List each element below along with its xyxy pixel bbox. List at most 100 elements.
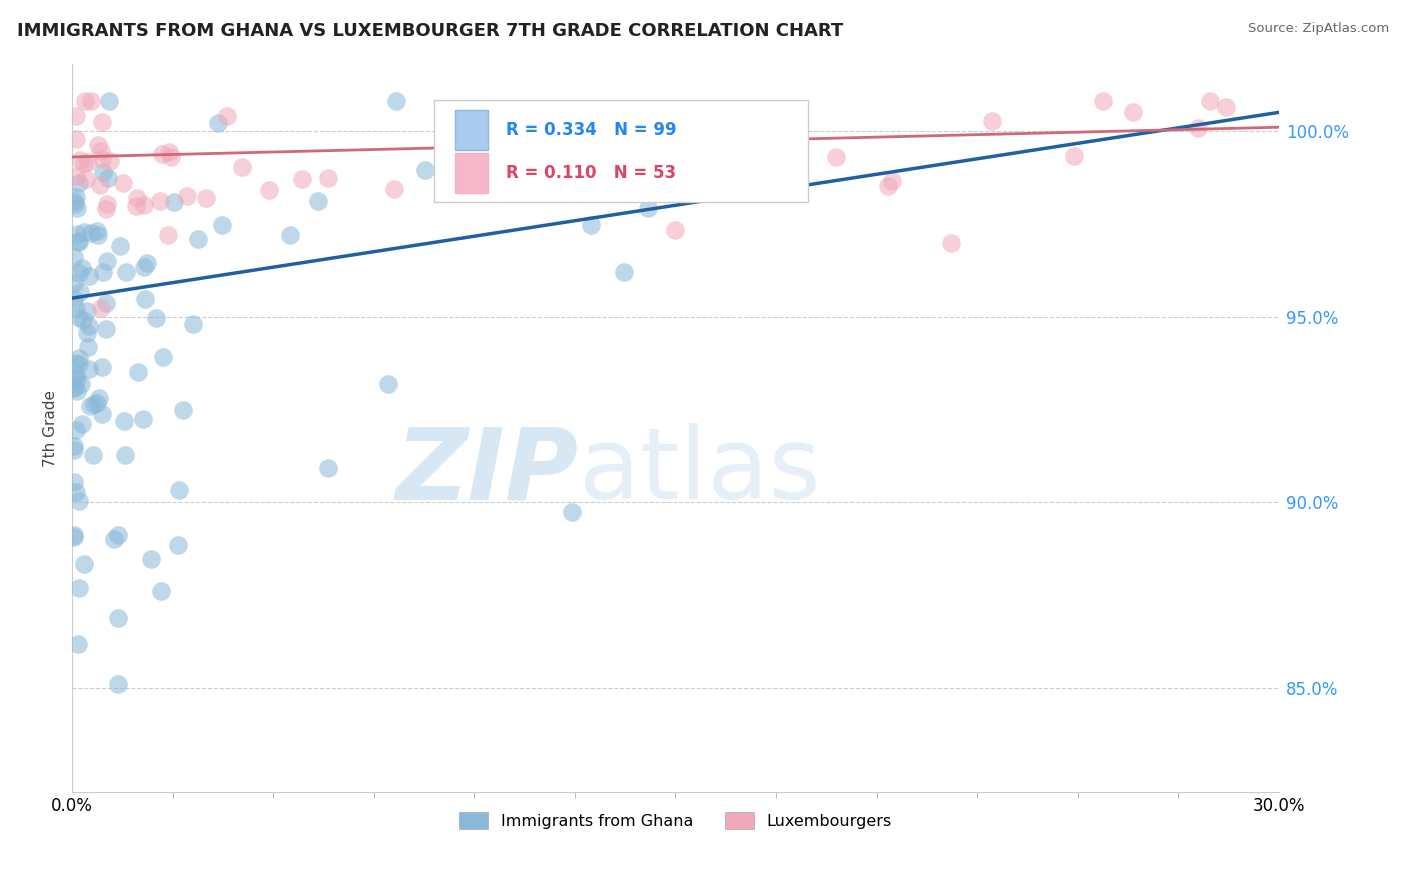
Point (640, 148, 662, 162)
Point (91, 265, 114, 279)
Point (453, 154, 475, 169)
Point (67, 266, 90, 280)
Point (145, 311, 167, 326)
Point (77, 318, 100, 333)
Point (75, 94, 97, 108)
Point (377, 376, 399, 391)
Point (134, 197, 156, 211)
Point (65, 189, 87, 203)
Point (65, 109, 87, 123)
Point (65, 196, 87, 211)
Point (585, 106, 607, 120)
Point (65, 484, 87, 499)
Point (125, 199, 148, 213)
Point (70, 417, 93, 431)
Point (637, 201, 659, 215)
Point (465, 163, 488, 178)
Point (939, 235, 962, 250)
Point (103, 532, 125, 546)
Legend: Immigrants from Ghana, Luxembourgers: Immigrants from Ghana, Luxembourgers (453, 806, 898, 835)
Point (76, 340, 98, 354)
Text: R = 0.334   N = 99: R = 0.334 N = 99 (506, 120, 678, 138)
Point (66, 636, 89, 650)
Point (83, 397, 105, 411)
Point (825, 150, 848, 164)
FancyBboxPatch shape (434, 101, 808, 202)
Point (73, 155, 96, 169)
Point (132, 260, 155, 274)
Point (581, 218, 603, 232)
Point (65, 356, 87, 370)
Point (66, 384, 89, 399)
Point (1092, 94, 1115, 108)
Point (65, 372, 87, 386)
Point (63, 372, 86, 386)
Point (96, 171, 118, 186)
Point (98, 153, 121, 168)
Point (194, 191, 217, 205)
Point (141, 552, 163, 566)
Point (529, 145, 551, 160)
Point (69, 285, 91, 299)
Point (63, 194, 86, 208)
Point (1199, 94, 1222, 108)
Point (67, 494, 90, 508)
Point (150, 147, 173, 161)
Point (149, 194, 172, 209)
Point (91, 114, 114, 128)
Point (77, 362, 100, 376)
Point (72, 313, 94, 327)
Point (89, 391, 111, 405)
Point (70, 377, 93, 392)
Point (63, 530, 86, 544)
Point (77, 269, 100, 284)
Point (107, 676, 129, 690)
Point (73, 557, 96, 571)
Point (207, 116, 229, 130)
Point (561, 505, 583, 519)
Point (384, 94, 406, 108)
Point (167, 538, 190, 552)
Point (114, 448, 136, 462)
Point (96, 197, 118, 211)
Point (90, 301, 112, 315)
Point (65, 423, 87, 437)
Point (127, 365, 149, 379)
Point (66, 201, 89, 215)
Point (94, 202, 117, 216)
Point (112, 414, 135, 428)
Point (159, 150, 181, 164)
Point (91, 407, 114, 421)
Point (382, 182, 405, 196)
Point (63, 250, 86, 264)
Point (107, 611, 129, 625)
Point (114, 265, 136, 279)
Point (1215, 100, 1237, 114)
Point (91, 360, 114, 375)
Point (280, 228, 302, 243)
Point (79, 399, 101, 413)
Point (980, 114, 1002, 128)
Point (664, 223, 686, 237)
Point (63, 381, 86, 395)
Point (67, 177, 90, 191)
Point (65, 169, 87, 183)
Point (70, 261, 93, 276)
Point (63, 527, 86, 541)
Point (66, 227, 89, 242)
Point (318, 460, 340, 475)
Point (87, 137, 110, 152)
Point (259, 183, 281, 197)
Point (80, 94, 103, 108)
Point (169, 483, 191, 498)
Point (63, 442, 86, 457)
Y-axis label: 7th Grade: 7th Grade (44, 390, 58, 467)
Point (413, 163, 436, 178)
Point (69, 153, 91, 167)
Point (76, 304, 98, 318)
Point (211, 218, 233, 232)
Point (94, 296, 117, 310)
Point (107, 528, 129, 542)
Point (75, 172, 97, 186)
Point (67, 357, 90, 371)
